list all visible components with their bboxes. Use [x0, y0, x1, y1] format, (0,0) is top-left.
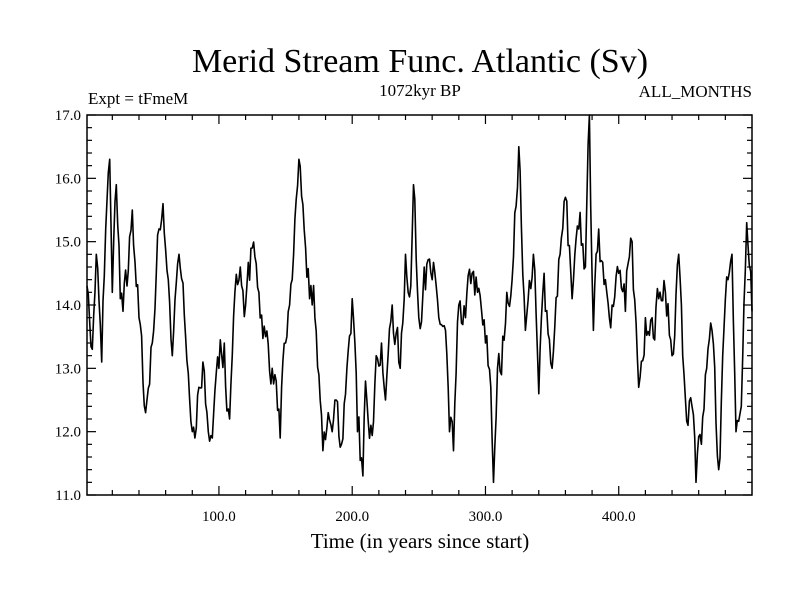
y-tick-label: 11.0 [55, 488, 81, 504]
y-tick-label: 14.0 [55, 298, 81, 314]
y-tick-label: 13.0 [55, 361, 81, 377]
y-tick-label: 12.0 [55, 425, 81, 441]
axis-ticks [87, 114, 752, 496]
y-tick-label: 17.0 [55, 108, 81, 124]
data-line [86, 114, 753, 484]
chart-title: Merid Stream Func. Atlantic (Sv) [192, 43, 648, 80]
x-axis-label: Time (in years since start) [311, 529, 530, 553]
period-label: 1072kyr BP [379, 81, 461, 100]
tick-labels: 100.0 200.0 300.0 400.0 11.0 12.0 13.0 14.0 15.0… [55, 108, 636, 525]
y-tick-label: 15.0 [55, 235, 81, 251]
x-tick-label: 300.0 [469, 509, 503, 525]
plot-frame [86, 114, 753, 496]
x-tick-label: 400.0 [602, 509, 636, 525]
x-tick-label: 200.0 [335, 509, 369, 525]
months-label: ALL_MONTHS [639, 82, 752, 101]
x-tick-label: 100.0 [202, 509, 236, 525]
experiment-label: Expt = tFmeM [88, 89, 188, 108]
y-tick-label: 16.0 [55, 171, 81, 187]
